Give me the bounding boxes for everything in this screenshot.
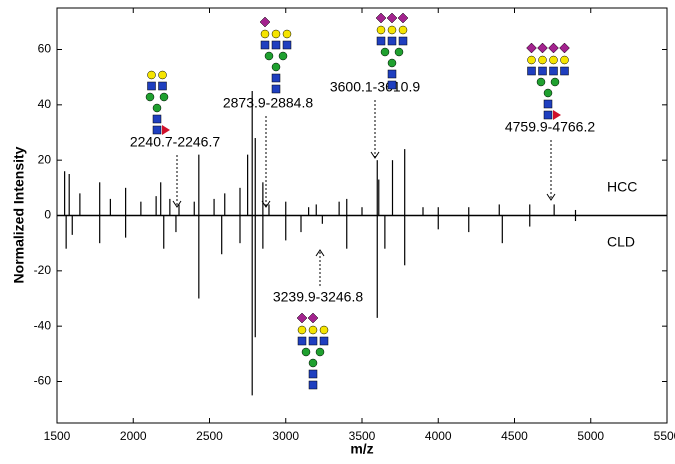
glycan-sialic [307, 312, 319, 324]
glycan-hexose [260, 29, 270, 39]
glycan-hexose [278, 51, 288, 61]
glycan-hexose [538, 55, 547, 65]
glycan-hexose [319, 325, 329, 335]
glycan-hexose [380, 47, 390, 57]
annotation: 3239.9-3246.8 [273, 289, 364, 305]
glycan-hexose [398, 25, 408, 35]
x-tick-label: 3000 [272, 429, 299, 443]
glycan-hexose [152, 103, 162, 113]
glycan-glcnac [297, 336, 307, 346]
glycan-hexose [550, 77, 560, 87]
annotation: 2873.9-2884.8 [223, 95, 314, 111]
glycan-glcnac [376, 36, 386, 46]
glycan-sialic [296, 312, 308, 324]
glycan-hexose [315, 347, 325, 357]
annotation: 3600.1-3610.9 [330, 79, 421, 95]
glycan-hexose [308, 358, 318, 368]
glycan-glcnac [319, 336, 329, 346]
glycan-hexose [147, 70, 156, 80]
annotation: 4759.9-4766.2 [505, 119, 596, 135]
glycan-hexose [271, 62, 281, 72]
glycan-glcnac [271, 73, 281, 83]
glycan-glcnac [387, 69, 397, 79]
glycan-sialic [375, 12, 387, 24]
y-tick-label: 40 [38, 97, 52, 111]
glycan-hexose [527, 55, 536, 65]
x-tick-label: 5500 [654, 429, 675, 443]
glycan-sialic [537, 42, 548, 54]
glycan-glcnac [308, 380, 318, 390]
y-tick-label: -60 [34, 374, 52, 388]
glycan-glcnac [308, 336, 318, 346]
glycan-sialic [386, 12, 398, 24]
glycan-glcnac [282, 40, 292, 50]
glycan-hexose [271, 29, 281, 39]
glycan-glcnac [271, 84, 281, 94]
glycan-glcnac [152, 114, 162, 124]
glycan-glcnac [308, 369, 318, 379]
glycan-glcnac [543, 99, 553, 109]
glycan-fucose [553, 110, 561, 120]
x-axis-label: m/z [350, 441, 373, 457]
series-label: HCC [607, 179, 637, 195]
glycan-sialic [559, 42, 570, 54]
glycan-hexose [387, 58, 397, 68]
glycan-hexose [387, 25, 397, 35]
y-tick-label: -20 [34, 263, 52, 277]
glycan-glcnac [543, 110, 553, 120]
y-tick-label: 60 [38, 42, 52, 56]
annotation: 2240.7-2246.7 [130, 134, 221, 150]
glycan-hexose [308, 325, 318, 335]
glycan-hexose [376, 25, 386, 35]
y-tick-label: 20 [38, 152, 52, 166]
glycan-sialic [397, 12, 409, 24]
glycan-hexose [145, 92, 155, 102]
glycan-glcnac [527, 66, 536, 76]
glycan-hexose [297, 325, 307, 335]
series-label: CLD [607, 234, 635, 250]
y-axis-label: Normalized Intensity [11, 146, 27, 283]
glycan-sialic [259, 16, 271, 28]
arrow-head [315, 249, 325, 257]
glycan-glcnac [387, 36, 397, 46]
glycan-glcnac [387, 80, 397, 90]
glycan-hexose [264, 51, 274, 61]
glycan-hexose [282, 29, 292, 39]
arrow-head [370, 151, 380, 159]
x-tick-label: 1500 [44, 429, 71, 443]
glycan-glcnac [152, 125, 162, 135]
x-tick-label: 4500 [501, 429, 528, 443]
x-tick-label: 3500 [349, 429, 376, 443]
glycan-hexose [560, 55, 569, 65]
x-tick-label: 4000 [425, 429, 452, 443]
arrow-head [546, 193, 556, 201]
glycan-glcnac [260, 40, 270, 50]
glycan-fucose [162, 125, 170, 135]
arrow-head [172, 200, 182, 208]
glycan-sialic [526, 42, 537, 54]
glycan-hexose [543, 88, 553, 98]
glycan-glcnac [158, 81, 167, 91]
glycan-hexose [394, 47, 404, 57]
glycan-glcnac [398, 36, 408, 46]
glycan-hexose [301, 347, 311, 357]
x-tick-label: 2500 [196, 429, 223, 443]
glycan-hexose [158, 70, 167, 80]
arrow-head [261, 200, 271, 208]
glycan-glcnac [560, 66, 569, 76]
glycan-glcnac [538, 66, 547, 76]
y-tick-label: 0 [44, 208, 51, 222]
x-tick-label: 2000 [120, 429, 147, 443]
glycan-hexose [159, 92, 169, 102]
glycan-sialic [548, 42, 559, 54]
glycan-hexose [536, 77, 546, 87]
glycan-glcnac [271, 40, 281, 50]
y-tick-label: -40 [34, 318, 52, 332]
glycan-glcnac [147, 81, 156, 91]
glycan-hexose [549, 55, 558, 65]
glycan-glcnac [549, 66, 558, 76]
x-tick-label: 5000 [577, 429, 604, 443]
